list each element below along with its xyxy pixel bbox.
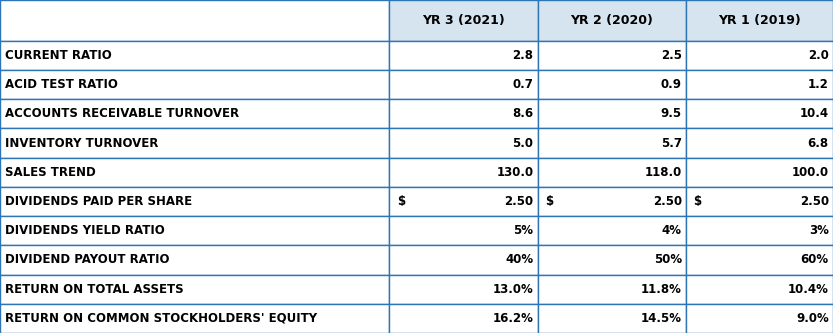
Text: 5%: 5% (513, 224, 533, 237)
Bar (538, 129, 686, 158)
Text: 8.6: 8.6 (512, 107, 533, 120)
Text: RETURN ON TOTAL ASSETS: RETURN ON TOTAL ASSETS (5, 283, 183, 296)
Text: 1.2: 1.2 (808, 78, 829, 91)
Text: 5.0: 5.0 (512, 137, 533, 150)
Text: 10.4: 10.4 (800, 107, 829, 120)
Text: 2.50: 2.50 (505, 195, 533, 208)
Text: INVENTORY TURNOVER: INVENTORY TURNOVER (5, 137, 158, 150)
Bar (686, 187, 833, 216)
Bar (389, 158, 537, 187)
Bar (686, 70, 833, 99)
Bar (0, 216, 389, 245)
Text: $: $ (545, 195, 553, 208)
Bar (389, 216, 537, 245)
Bar (389, 41, 537, 70)
Text: YR 3 (2021): YR 3 (2021) (422, 14, 505, 27)
Text: 16.2%: 16.2% (492, 312, 533, 325)
Text: SALES TREND: SALES TREND (5, 166, 96, 179)
Text: YR 2 (2020): YR 2 (2020) (571, 14, 653, 27)
Text: 2.50: 2.50 (800, 195, 829, 208)
Bar (0, 158, 389, 187)
Bar (686, 129, 833, 158)
Text: 130.0: 130.0 (496, 166, 533, 179)
Bar (538, 41, 686, 70)
Text: YR 1 (2019): YR 1 (2019) (718, 14, 801, 27)
Bar (538, 187, 686, 216)
Text: 2.0: 2.0 (808, 49, 829, 62)
Bar (0, 0, 389, 41)
Text: 60%: 60% (801, 253, 829, 266)
Text: 11.8%: 11.8% (641, 283, 681, 296)
Bar (389, 245, 537, 274)
Text: 50%: 50% (654, 253, 681, 266)
Text: 0.7: 0.7 (512, 78, 533, 91)
Bar (0, 70, 389, 99)
Text: 2.8: 2.8 (512, 49, 533, 62)
Text: DIVIDEND PAYOUT RATIO: DIVIDEND PAYOUT RATIO (5, 253, 169, 266)
Text: 40%: 40% (506, 253, 533, 266)
Bar (538, 70, 686, 99)
Text: 3%: 3% (809, 224, 829, 237)
Bar (389, 0, 537, 41)
Bar (0, 129, 389, 158)
Bar (389, 274, 537, 304)
Text: DIVIDENDS PAID PER SHARE: DIVIDENDS PAID PER SHARE (5, 195, 192, 208)
Bar (389, 304, 537, 333)
Text: 118.0: 118.0 (645, 166, 681, 179)
Text: 5.7: 5.7 (661, 137, 681, 150)
Bar (389, 70, 537, 99)
Bar (686, 245, 833, 274)
Text: $: $ (397, 195, 405, 208)
Bar (538, 304, 686, 333)
Bar (538, 0, 686, 41)
Bar (538, 99, 686, 129)
Text: RETURN ON COMMON STOCKHOLDERS' EQUITY: RETURN ON COMMON STOCKHOLDERS' EQUITY (5, 312, 317, 325)
Text: 2.5: 2.5 (661, 49, 681, 62)
Text: ACID TEST RATIO: ACID TEST RATIO (5, 78, 118, 91)
Text: 4%: 4% (661, 224, 681, 237)
Bar (0, 274, 389, 304)
Text: 0.9: 0.9 (661, 78, 681, 91)
Bar (538, 245, 686, 274)
Text: 14.5%: 14.5% (641, 312, 681, 325)
Text: 100.0: 100.0 (791, 166, 829, 179)
Bar (0, 99, 389, 129)
Bar (686, 304, 833, 333)
Bar (686, 158, 833, 187)
Bar (686, 274, 833, 304)
Bar (686, 0, 833, 41)
Bar (686, 41, 833, 70)
Text: 13.0%: 13.0% (493, 283, 533, 296)
Bar (686, 216, 833, 245)
Bar (538, 158, 686, 187)
Text: ACCOUNTS RECEIVABLE TURNOVER: ACCOUNTS RECEIVABLE TURNOVER (5, 107, 239, 120)
Bar (389, 187, 537, 216)
Bar (0, 304, 389, 333)
Bar (538, 274, 686, 304)
Text: DIVIDENDS YIELD RATIO: DIVIDENDS YIELD RATIO (5, 224, 165, 237)
Text: 6.8: 6.8 (808, 137, 829, 150)
Bar (389, 129, 537, 158)
Text: 9.5: 9.5 (661, 107, 681, 120)
Bar (538, 216, 686, 245)
Bar (0, 187, 389, 216)
Text: 9.0%: 9.0% (796, 312, 829, 325)
Bar (389, 99, 537, 129)
Text: 2.50: 2.50 (653, 195, 681, 208)
Bar (0, 245, 389, 274)
Text: CURRENT RATIO: CURRENT RATIO (5, 49, 112, 62)
Text: $: $ (693, 195, 701, 208)
Bar (0, 41, 389, 70)
Bar (686, 99, 833, 129)
Text: 10.4%: 10.4% (788, 283, 829, 296)
